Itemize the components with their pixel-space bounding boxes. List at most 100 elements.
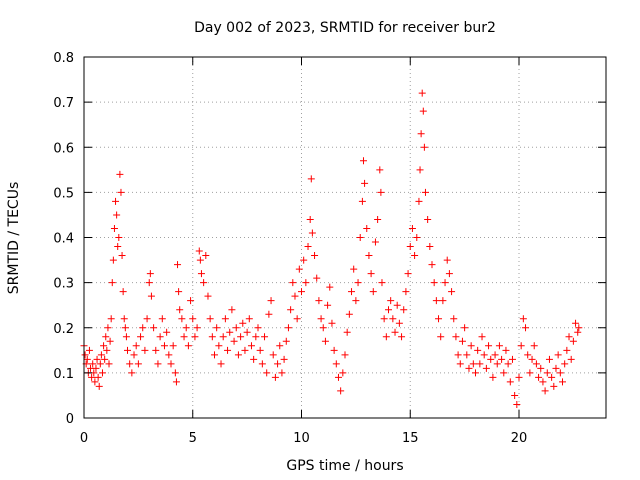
data-point: [107, 315, 115, 323]
x-tick-label: 15: [402, 431, 419, 446]
data-point: [377, 188, 385, 196]
data-point: [334, 373, 342, 381]
x-tick-label: 0: [80, 431, 88, 446]
data-point: [491, 351, 499, 359]
data-point: [461, 324, 469, 332]
y-tick-label: 0.3: [53, 277, 74, 292]
data-point: [304, 243, 312, 251]
data-point: [506, 378, 514, 386]
data-point: [418, 89, 426, 97]
data-point: [519, 315, 527, 323]
data-point: [404, 270, 412, 278]
data-point: [89, 360, 97, 368]
data-point: [359, 157, 367, 165]
data-point: [83, 355, 91, 363]
data-point: [132, 342, 140, 350]
data-point: [443, 256, 451, 264]
data-point: [182, 324, 190, 332]
data-point: [124, 346, 131, 354]
data-point: [337, 387, 345, 395]
data-point: [184, 342, 192, 350]
data-point: [511, 391, 519, 399]
data-point: [458, 337, 466, 345]
y-tick-label: 0.2: [53, 322, 74, 337]
data-point: [287, 306, 295, 314]
data-point: [504, 360, 512, 368]
data-point: [134, 360, 142, 368]
data-point: [300, 256, 308, 264]
data-point: [413, 234, 421, 241]
data-point: [219, 333, 227, 341]
data-point: [110, 224, 118, 232]
data-point: [130, 351, 138, 359]
data-point: [402, 288, 410, 296]
data-point: [143, 315, 151, 323]
data-point: [232, 324, 240, 332]
data-point: [256, 346, 264, 354]
data-point: [532, 360, 540, 368]
y-tick-label: 0.5: [53, 186, 74, 201]
data-point: [261, 333, 269, 341]
data-point: [197, 270, 205, 278]
data-point: [245, 315, 253, 323]
data-point: [548, 373, 556, 381]
data-point: [363, 224, 371, 232]
data-point: [293, 315, 301, 323]
data-point: [563, 346, 571, 354]
data-point: [400, 306, 408, 314]
data-point: [321, 337, 329, 345]
y-axis-label: SRMTID / TECUs: [6, 182, 22, 295]
data-point: [195, 247, 203, 255]
data-point: [354, 279, 362, 287]
data-point: [426, 243, 434, 251]
data-point: [415, 197, 423, 205]
data-point: [398, 333, 406, 341]
data-point: [226, 328, 234, 336]
data-point: [280, 355, 288, 363]
x-axis-label: GPS time / hours: [286, 458, 403, 474]
chart-title: Day 002 of 2023, SRMTID for receiver bur…: [194, 20, 496, 36]
x-tick-label: 10: [293, 431, 310, 446]
data-point: [91, 378, 99, 386]
data-point: [408, 224, 416, 232]
data-point: [230, 337, 238, 345]
data-point: [559, 378, 566, 386]
data-point: [167, 360, 175, 368]
data-point: [237, 333, 245, 341]
data-point: [171, 369, 179, 377]
data-point: [393, 301, 401, 309]
data-point: [456, 360, 464, 368]
data-point: [502, 346, 510, 354]
data-point: [98, 369, 106, 377]
data-point: [345, 310, 353, 318]
data-point: [289, 279, 297, 287]
data-point: [200, 279, 208, 287]
data-point: [158, 315, 166, 323]
data-point: [485, 342, 493, 350]
data-point: [452, 333, 460, 341]
data-point: [498, 355, 506, 363]
data-point: [369, 288, 377, 296]
data-point: [341, 351, 349, 359]
data-point: [265, 310, 273, 318]
data-point: [276, 342, 284, 350]
data-point: [120, 315, 128, 323]
data-point: [113, 211, 121, 219]
data-point: [439, 297, 447, 305]
data-point: [543, 369, 551, 377]
data-point: [254, 324, 262, 332]
data-point: [445, 270, 453, 278]
data-point: [306, 215, 314, 223]
data-point: [263, 369, 271, 377]
data-point: [307, 175, 315, 183]
data-point: [239, 319, 247, 327]
data-point: [391, 328, 399, 336]
data-point: [448, 288, 456, 296]
data-point: [176, 306, 184, 314]
data-point: [128, 369, 136, 377]
data-point: [539, 378, 547, 386]
data-point: [561, 360, 569, 368]
data-point: [93, 355, 101, 363]
data-point: [137, 333, 145, 341]
